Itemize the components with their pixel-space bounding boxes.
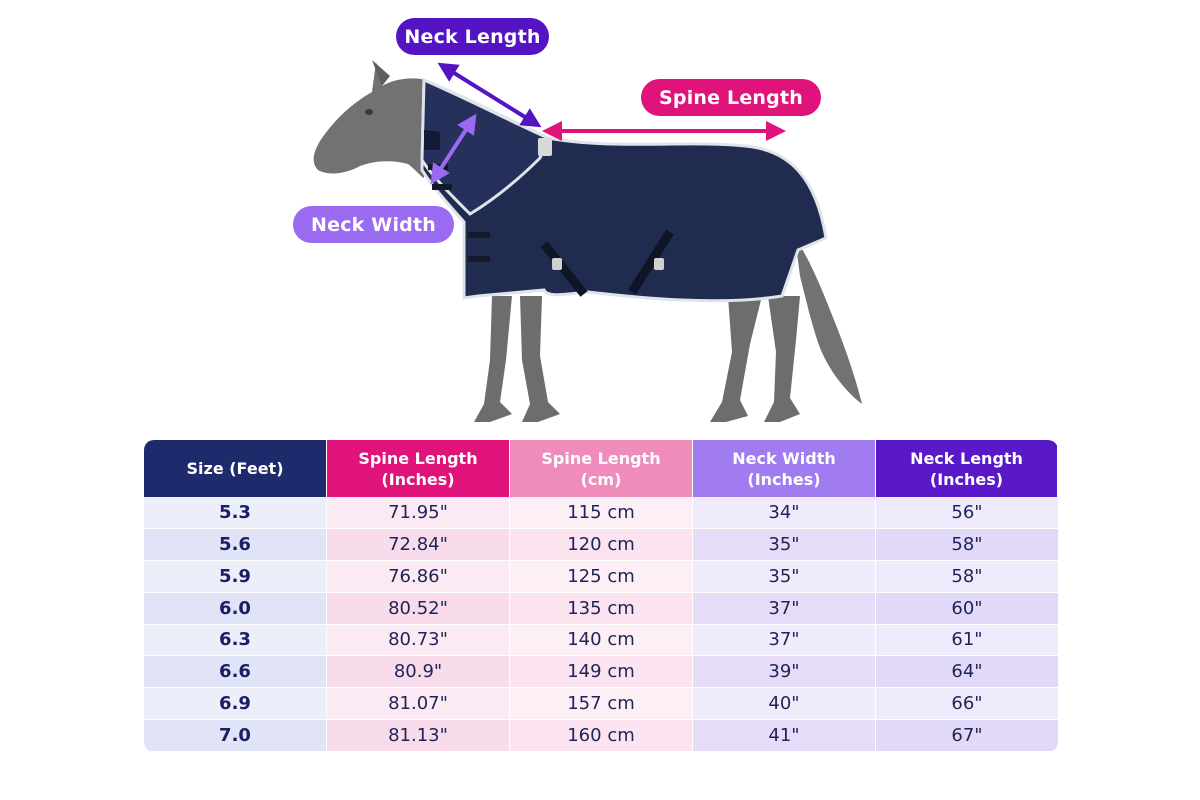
cell-size: 6.3 [144, 624, 327, 657]
cell-spine-inches: 80.52" [327, 592, 510, 625]
cell-neck-length: 66" [876, 688, 1058, 721]
cell-neck-width: 35" [693, 528, 876, 561]
neck-width-label: Neck Width [293, 206, 454, 243]
horse-legs [474, 296, 800, 422]
neck-width-arrow [430, 113, 477, 185]
cell-spine-cm: 135 cm [510, 592, 693, 625]
cell-neck-width: 34" [693, 497, 876, 529]
cell-size: 5.9 [144, 560, 327, 593]
cell-spine-inches: 80.73" [327, 624, 510, 657]
cell-neck-width: 35" [693, 560, 876, 593]
cell-spine-cm: 149 cm [510, 656, 693, 689]
cell-spine-inches: 81.07" [327, 688, 510, 721]
horse-tail [795, 238, 862, 404]
cell-neck-width: 39" [693, 656, 876, 689]
cell-size: 6.6 [144, 656, 327, 689]
cell-neck-length: 60" [876, 592, 1058, 625]
cell-size: 7.0 [144, 720, 327, 752]
cell-spine-inches: 80.9" [327, 656, 510, 689]
horse-rug-illustration [313, 60, 862, 422]
spine-length-label: Spine Length [641, 79, 821, 116]
cell-spine-inches: 76.86" [327, 560, 510, 593]
cell-neck-length: 58" [876, 528, 1058, 561]
cell-spine-inches: 71.95" [327, 497, 510, 529]
cell-spine-inches: 72.84" [327, 528, 510, 561]
cell-size: 6.0 [144, 592, 327, 625]
header-neck-length: Neck Length (Inches) [876, 440, 1058, 497]
cell-neck-width: 37" [693, 592, 876, 625]
header-size: Size (Feet) [144, 440, 327, 497]
header-spine-length-inches: Spine Length (Inches) [327, 440, 510, 497]
cell-neck-width: 37" [693, 624, 876, 657]
cell-spine-cm: 125 cm [510, 560, 693, 593]
cell-neck-length: 56" [876, 497, 1058, 529]
cell-neck-width: 41" [693, 720, 876, 752]
header-spine-length-cm: Spine Length (cm) [510, 440, 693, 497]
cell-spine-cm: 115 cm [510, 497, 693, 529]
cell-spine-cm: 160 cm [510, 720, 693, 752]
header-neck-width: Neck Width (Inches) [693, 440, 876, 497]
cell-size: 5.6 [144, 528, 327, 561]
neck-length-arrow [437, 62, 542, 128]
neck-length-label: Neck Length [396, 18, 549, 55]
cell-spine-cm: 140 cm [510, 624, 693, 657]
cell-neck-length: 67" [876, 720, 1058, 752]
horse-head [313, 60, 426, 178]
cell-spine-inches: 81.13" [327, 720, 510, 752]
cell-size: 5.3 [144, 497, 327, 529]
cell-size: 6.9 [144, 688, 327, 721]
cell-neck-width: 40" [693, 688, 876, 721]
cell-neck-length: 61" [876, 624, 1058, 657]
size-table: Size (Feet) Spine Length (Inches) Spine … [144, 440, 1058, 752]
cell-neck-length: 58" [876, 560, 1058, 593]
cell-neck-length: 64" [876, 656, 1058, 689]
cell-spine-cm: 157 cm [510, 688, 693, 721]
cell-spine-cm: 120 cm [510, 528, 693, 561]
